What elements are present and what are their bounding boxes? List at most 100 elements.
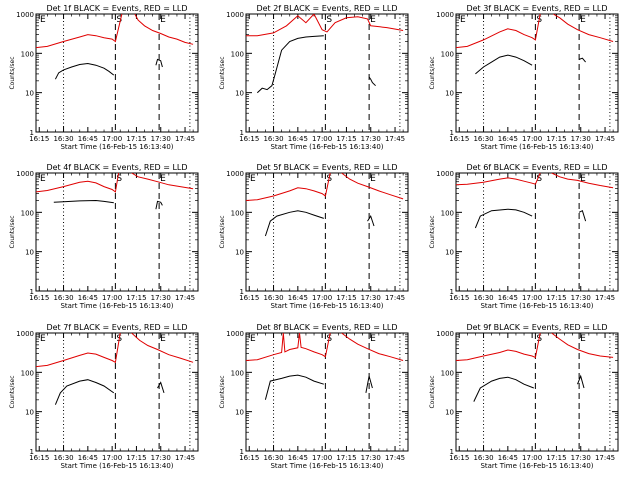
y-axis-label: Counts/sec [9, 375, 16, 408]
x-tick-label: 17:45 [595, 135, 615, 143]
lld-series-line [341, 333, 404, 361]
plot-frame [455, 172, 619, 292]
x-tick-label: 17:30 [571, 454, 591, 462]
y-tick-label: 1000 [226, 170, 244, 178]
y-axis-label: Counts/sec [9, 215, 16, 248]
x-tick-label: 16:45 [288, 454, 308, 462]
lld-series-line [134, 14, 194, 45]
lld-series-line [246, 173, 331, 201]
x-tick-label: 17:00 [522, 454, 542, 462]
x-tick-label: 16:15 [239, 135, 259, 143]
plot-frame [245, 172, 409, 292]
series-group [246, 333, 404, 400]
panel-1: Det 1f BLACK = Events, RED = LLD 1 10 100 10… [9, 4, 199, 151]
x-tick-label: 16:30 [53, 454, 73, 462]
marker-label: E [160, 334, 166, 344]
panel-7: Det 7f BLACK = Events, RED = LLD 1 10 100 10… [9, 323, 199, 470]
y-tick-label: 10 [445, 409, 454, 417]
marker-label: E [40, 174, 46, 184]
events-series-line [474, 208, 533, 229]
y-tick-label: 10 [445, 249, 454, 257]
events-series-line [155, 58, 163, 68]
plot-frame [35, 172, 199, 292]
y-tick-label: 1 [450, 129, 454, 137]
x-tick-label: 17:00 [522, 135, 542, 143]
panel-title: Det 4f BLACK = Events, RED = LLD [46, 163, 187, 172]
x-axis-label: Start Time (16-Feb-15 16:13:40) [60, 462, 173, 470]
x-tick-label: 17:30 [361, 294, 381, 302]
x-tick-label: 17:30 [151, 294, 171, 302]
panel-title: Det 5f BLACK = Events, RED = LLD [256, 163, 397, 172]
x-tick-label: 16:45 [288, 294, 308, 302]
x-tick-label: 17:45 [385, 454, 405, 462]
y-tick-label: 10 [235, 249, 244, 257]
y-tick-label: 100 [231, 50, 244, 58]
x-tick-label: 16:30 [263, 294, 283, 302]
x-tick-label: 17:15 [126, 454, 146, 462]
x-tick-label: 16:15 [239, 294, 259, 302]
x-tick-label: 16:30 [473, 135, 493, 143]
events-series-line [578, 57, 586, 63]
y-tick-label: 10 [445, 90, 454, 98]
y-axis-label: Counts/sec [219, 56, 226, 89]
panel-4: Det 4f BLACK = Events, RED = LLD 1 10 100 10… [9, 163, 199, 310]
y-tick-label: 100 [441, 50, 454, 58]
marker-label: S [326, 15, 332, 25]
x-tick-label: 16:15 [449, 454, 469, 462]
events-series-line [53, 199, 114, 204]
panel-8: Det 8f BLACK = Events, RED = LLD 1 10 100 10… [219, 323, 409, 470]
y-tick-label: 1000 [436, 11, 454, 19]
y-tick-label: 1000 [16, 330, 34, 338]
series-group [456, 14, 614, 75]
x-tick-label: 17:30 [571, 135, 591, 143]
events-series-line [264, 374, 324, 400]
y-tick-label: 1000 [436, 330, 454, 338]
marker-label: S [116, 174, 122, 184]
x-tick-label: 16:45 [288, 135, 308, 143]
x-tick-label: 16:30 [53, 135, 73, 143]
panel-9: Det 9f BLACK = Events, RED = LLD 1 10 100 10… [429, 323, 619, 470]
series-group [456, 333, 614, 402]
events-series-line [367, 214, 375, 227]
y-tick-label: 10 [25, 409, 34, 417]
x-tick-label: 16:30 [263, 454, 283, 462]
panel-title: Det 3f BLACK = Events, RED = LLD [466, 4, 607, 13]
x-tick-label: 17:30 [151, 454, 171, 462]
y-tick-label: 1 [240, 448, 244, 456]
plot-frame [245, 332, 409, 452]
marker-label: S [116, 15, 122, 25]
panel-title: Det 6f BLACK = Events, RED = LLD [466, 163, 607, 172]
events-series-line [264, 210, 324, 237]
y-tick-label: 10 [25, 249, 34, 257]
x-tick-label: 17:45 [385, 294, 405, 302]
panel-title: Det 8f BLACK = Events, RED = LLD [256, 323, 397, 332]
x-tick-label: 16:15 [239, 454, 259, 462]
y-tick-label: 1 [450, 288, 454, 296]
y-tick-label: 1000 [16, 11, 34, 19]
x-axis-label: Start Time (16-Feb-15 16:13:40) [60, 143, 173, 151]
series-group [36, 173, 194, 210]
x-tick-label: 17:00 [312, 454, 332, 462]
x-tick-label: 17:00 [102, 135, 122, 143]
x-tick-label: 16:30 [263, 135, 283, 143]
marker-label: S [536, 174, 542, 184]
y-tick-label: 1000 [16, 170, 34, 178]
marker-label: E [460, 15, 466, 25]
x-tick-label: 17:00 [522, 294, 542, 302]
x-axis-label: Start Time (16-Feb-15 16:13:40) [60, 302, 173, 310]
events-series-line [577, 374, 585, 389]
x-tick-label: 17:30 [361, 135, 381, 143]
events-series-line [155, 200, 163, 210]
marker-label: E [40, 334, 46, 344]
x-tick-label: 17:00 [312, 135, 332, 143]
panel-title: Det 1f BLACK = Events, RED = LLD [46, 4, 187, 13]
y-tick-label: 10 [235, 90, 244, 98]
y-tick-label: 1 [240, 129, 244, 137]
x-tick-label: 16:30 [473, 294, 493, 302]
y-tick-label: 100 [231, 209, 244, 217]
events-series-line [54, 62, 115, 80]
x-tick-label: 17:45 [595, 454, 615, 462]
x-axis-label: Start Time (16-Feb-15 16:13:40) [480, 302, 593, 310]
